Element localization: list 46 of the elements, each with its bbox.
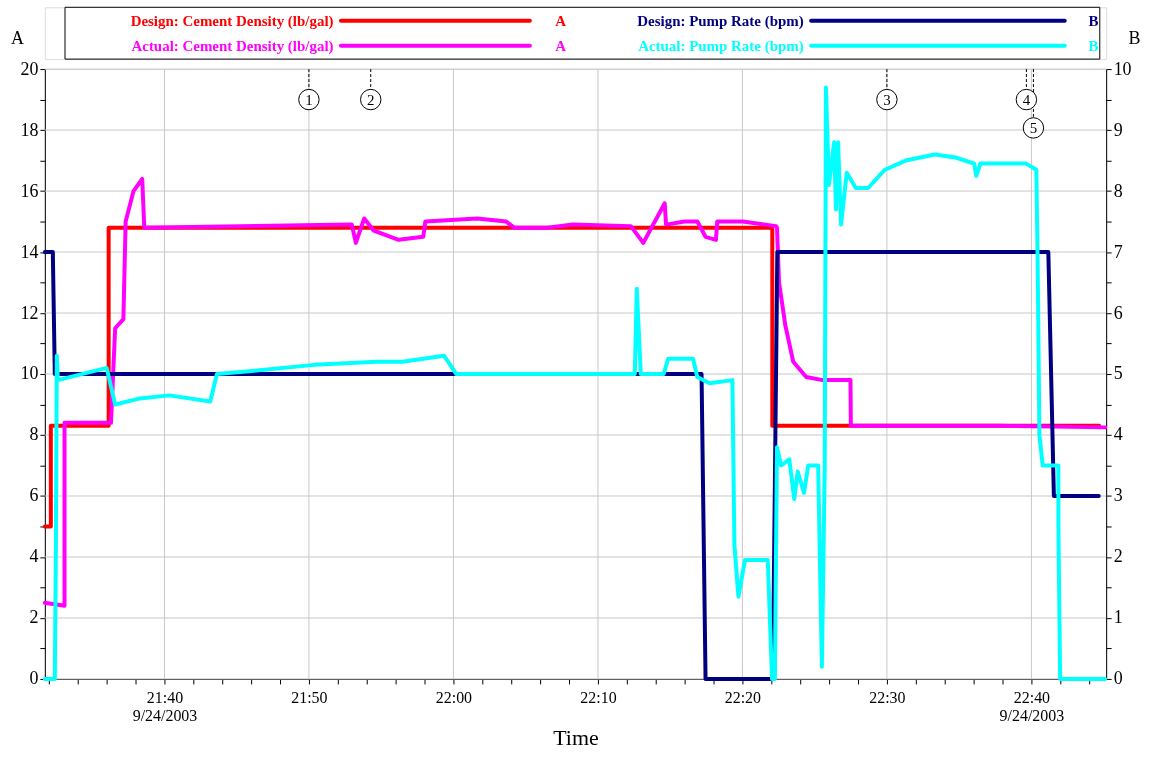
text: B	[1088, 12, 1099, 29]
y-tick-label: 2	[29, 607, 39, 628]
y2-tick-label: 5	[1113, 363, 1123, 384]
annotation: 3	[883, 91, 891, 108]
x-tick-label: 22:20	[724, 689, 762, 707]
y-axis-title: A	[555, 37, 567, 54]
x-tick-label: 22:30	[869, 689, 906, 707]
y-tick-label: 10	[20, 363, 39, 384]
annotation: 1	[305, 91, 313, 108]
y-tick-label: 20	[20, 58, 39, 79]
text: A	[10, 27, 24, 48]
x-axis-title: Time	[553, 725, 599, 751]
y2-tick-label: 0	[1113, 668, 1123, 689]
y-tick-label: 12	[20, 302, 39, 323]
text: A	[555, 12, 567, 29]
annotation: 2	[366, 91, 375, 108]
y2-tick-label: 1	[1113, 607, 1123, 628]
text: Actual: Cement Density (lb/gal)	[131, 37, 334, 55]
text: B	[1128, 27, 1141, 48]
annotation: 5	[1029, 119, 1038, 136]
y-tick-label: 16	[20, 180, 39, 201]
y2-tick-label: 8	[1113, 180, 1123, 201]
y-tick-label: 18	[20, 119, 39, 140]
y2-tick-label: 6	[1113, 302, 1123, 323]
y2-axis-title: B	[1088, 37, 1099, 54]
text: Actual: Pump Rate (bpm)	[638, 37, 804, 55]
text: Design: Pump Rate (bpm)	[637, 12, 804, 30]
y2-tick-label: 4	[1113, 424, 1123, 445]
y-tick-label: 14	[20, 241, 39, 262]
y-tick-label: 0	[29, 668, 39, 689]
x-tick-label: 22:40 9/24/2003	[999, 689, 1065, 725]
y2-tick-label: 9	[1113, 119, 1123, 140]
y2-tick-label: 10	[1113, 58, 1132, 79]
x-tick-label: 22:00	[435, 689, 473, 707]
y-tick-label: 6	[29, 485, 39, 506]
annotation: 4	[1022, 91, 1031, 108]
y2-tick-label: 2	[1113, 546, 1123, 567]
x-tick-label: 21:40 9/24/2003	[132, 689, 198, 725]
y-tick-label: 4	[29, 546, 39, 567]
x-tick-label: 22:10	[580, 689, 617, 707]
line-series	[42, 176, 1108, 608]
text: Design: Cement Density (lb/gal)	[130, 12, 334, 30]
y2-tick-label: 3	[1113, 485, 1123, 506]
y-tick-label: 8	[29, 424, 39, 445]
x-tick-label: 21:50	[291, 689, 328, 707]
y2-tick-label: 7	[1113, 241, 1123, 262]
